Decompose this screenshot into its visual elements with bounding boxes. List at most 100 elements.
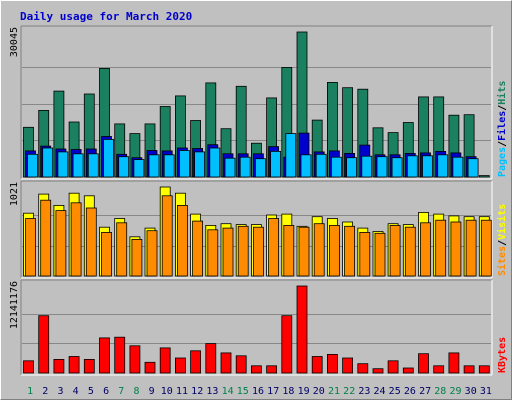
bar-sites (374, 232, 386, 277)
bar-kbytes (402, 367, 414, 374)
x-tick-label: 13 (206, 386, 218, 397)
bar-pages (163, 154, 175, 178)
bar-sites (116, 222, 128, 277)
bar-pages (118, 156, 130, 178)
bar-kbytes (418, 353, 429, 374)
bar-sites (328, 224, 340, 277)
bar-kbytes (342, 357, 354, 374)
x-tick-label: 15 (237, 386, 249, 397)
bar-pages (300, 154, 312, 178)
x-tick-label: 29 (449, 386, 461, 397)
bar-kbytes (190, 350, 202, 374)
bar-kbytes (83, 358, 95, 374)
bar-sites (25, 218, 36, 277)
bar-pages (422, 155, 433, 178)
bar-sites (420, 222, 431, 277)
bar-sites (131, 238, 143, 277)
bar-kbytes (372, 368, 384, 374)
bar-kbytes (235, 355, 247, 374)
bar-pages (148, 154, 160, 178)
bar-pages (361, 155, 373, 178)
bar-kbytes (144, 361, 156, 374)
legend-item-files: Files (496, 111, 508, 141)
bar-kbytes (326, 353, 338, 374)
bar-pages (209, 147, 221, 178)
bar-sites (176, 204, 188, 277)
bar-kbytes (311, 356, 323, 374)
bar-sites (298, 226, 310, 277)
bar-kbytes (281, 315, 293, 374)
bar-sites (435, 219, 447, 277)
x-tick-label: 17 (267, 386, 279, 397)
legend-item-hits: Hits (496, 81, 508, 105)
x-tick-label: 4 (73, 386, 79, 397)
bar-kbytes (99, 337, 110, 374)
bar-sites (207, 229, 219, 277)
bar-sites (192, 220, 204, 277)
x-tick-label: 10 (161, 386, 173, 397)
x-tick-label: 21 (328, 386, 340, 397)
bar-sites (480, 219, 492, 277)
x-tick-label: 7 (118, 386, 124, 397)
bar-kbytes (23, 360, 34, 374)
bar-pages (224, 157, 236, 178)
bar-sites (344, 225, 356, 277)
bar-sites (237, 225, 249, 277)
x-axis-labels: 1 2 3 4 5 6 7 8 9 10 11 12 13 14 15 16 17 18 19 20 21 22 23 24 2… (27, 386, 492, 397)
x-tick-label: 24 (373, 386, 385, 397)
bar-kbytes (296, 285, 308, 374)
bar-kbytes (68, 356, 80, 374)
bar-sites (55, 210, 67, 277)
x-tick-label: 6 (103, 386, 109, 397)
x-tick-label: 2 (42, 386, 48, 397)
bar-pages (42, 147, 54, 178)
legend-separator: / (497, 105, 508, 111)
x-tick-label: 23 (358, 386, 370, 397)
bar-pages (239, 156, 251, 178)
x-tick-label: 5 (88, 386, 94, 397)
panel-kbytes: 12141176 KBytes (9, 279, 508, 376)
x-tick-label: 1 (27, 386, 33, 397)
bar-pages (57, 151, 69, 178)
bar-kbytes (159, 347, 171, 374)
bar-sites (283, 224, 295, 277)
x-tick-label: 22 (343, 386, 355, 397)
x-tick-label: 31 (480, 386, 492, 397)
bar-pages (103, 138, 114, 178)
bar-sites (146, 230, 158, 277)
x-tick-label: 11 (176, 386, 188, 397)
bar-hits (478, 175, 490, 178)
x-tick-label: 3 (57, 386, 63, 397)
bar-kbytes (250, 365, 262, 374)
bar-sites (101, 231, 112, 277)
bar-pages (133, 159, 145, 178)
bar-pages (270, 150, 282, 178)
panel-visits: 1021 Sites/Visits (9, 180, 508, 279)
bar-sites (313, 223, 325, 277)
bar-sites (465, 219, 477, 277)
x-tick-label: 27 (419, 386, 431, 397)
bar-sites (252, 226, 264, 277)
x-tick-label: 9 (149, 386, 155, 397)
x-tick-label: 19 (298, 386, 310, 397)
bar-kbytes (463, 365, 475, 374)
bar-kbytes (387, 360, 399, 374)
bar-sites (404, 226, 416, 277)
bar-sites (359, 231, 371, 277)
x-tick-label: 14 (222, 386, 234, 397)
bar-kbytes (357, 363, 369, 374)
bar-pages (346, 157, 358, 178)
legend-separator: / (497, 141, 508, 147)
x-tick-label: 25 (389, 386, 401, 397)
bar-pages (437, 154, 449, 178)
x-tick-label: 12 (191, 386, 203, 397)
x-tick-label: 30 (465, 386, 477, 397)
legend-item-kbytes: KBytes (497, 337, 508, 373)
panel-max-label: 1021 (9, 182, 20, 206)
bar-kbytes (205, 343, 217, 374)
legend-item-visits: Visits (496, 204, 508, 240)
bar-pages (391, 157, 403, 178)
x-tick-label: 16 (252, 386, 264, 397)
